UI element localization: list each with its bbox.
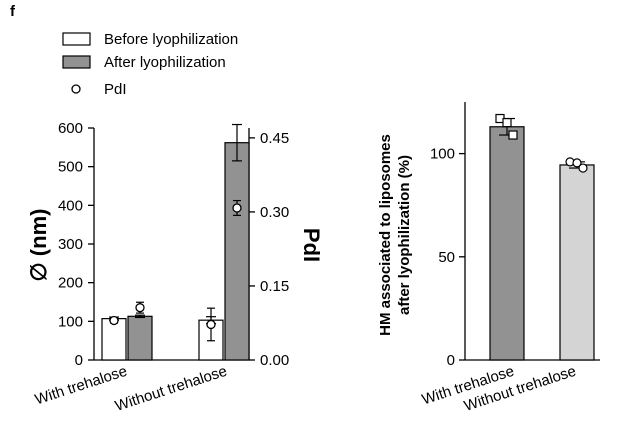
left-chart: ∅ (nm) PdI With trehalose Without trehal… (26, 120, 324, 415)
left-y2-tick-label: 0.45 (260, 130, 289, 147)
right-chart: HM associated to liposomes after lyophil… (377, 102, 600, 415)
left-y2-tick-label: 0.15 (260, 278, 289, 295)
legend-label-before: Before lyophilization (104, 31, 238, 48)
left-y-tick-label: 0 (75, 352, 83, 369)
left-y-tick-label: 500 (58, 159, 83, 176)
panel-letter: f (10, 3, 16, 20)
right-y-axis-label-line-2: after lyophilization (%) (396, 155, 413, 315)
legend: Before lyophilization After lyophilizati… (62, 31, 238, 98)
right-bar-1 (559, 164, 595, 361)
left-x-tick-label-without: Without trehalose (113, 363, 229, 415)
right-y-tick-label: 50 (438, 249, 455, 266)
left-y-tick-label: 100 (58, 313, 83, 330)
left-y-tick-label: 400 (58, 197, 83, 214)
left-y-tick-label: 200 (58, 275, 83, 292)
right-y-axis-label-line-1: HM associated to liposomes (377, 134, 394, 336)
right-bar-0 (489, 126, 525, 361)
right-replicate-circle (578, 163, 588, 173)
right-y-tick-label: 100 (430, 146, 455, 163)
legend-label-pdi: PdI (104, 81, 127, 98)
legend-swatch-before (62, 32, 91, 46)
right-replicate-circle (572, 158, 582, 168)
right-replicate-square (508, 130, 518, 140)
left-y2-axis-label: PdI (299, 228, 324, 262)
left-y-tick-label: 300 (58, 236, 83, 253)
left-y2-tick-label: 0.30 (260, 204, 289, 221)
left-bar-before-0 (101, 318, 127, 361)
pdi-point-1 (135, 303, 145, 313)
pdi-point-2 (206, 319, 216, 330)
left-bar-after-0 (127, 315, 153, 361)
left-y-axis-label: ∅ (nm) (26, 209, 51, 282)
legend-label-after: After lyophilization (104, 54, 226, 71)
left-bar-after-1 (224, 142, 250, 361)
legend-marker-pdi (71, 84, 81, 94)
left-y2-tick-label: 0.00 (260, 352, 289, 369)
right-y-tick-label: 0 (447, 352, 455, 369)
right-replicate-square (502, 118, 512, 128)
pdi-point-3 (232, 203, 242, 213)
pdi-point-0 (109, 315, 119, 326)
legend-swatch-after (62, 55, 91, 69)
left-y-tick-label: 600 (58, 120, 83, 137)
